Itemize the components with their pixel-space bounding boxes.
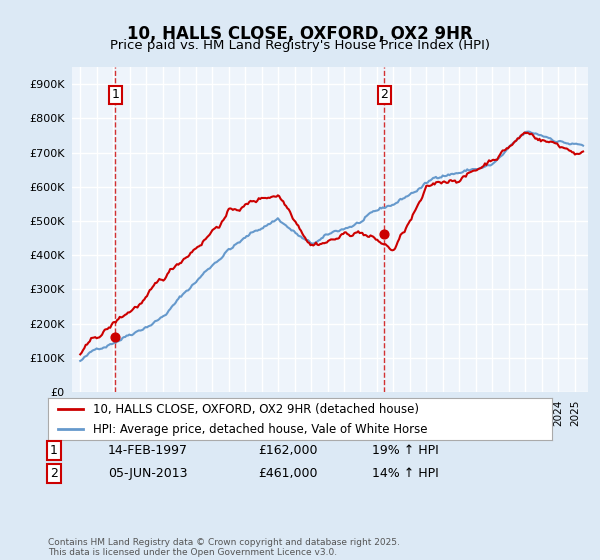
Text: 10, HALLS CLOSE, OXFORD, OX2 9HR: 10, HALLS CLOSE, OXFORD, OX2 9HR (127, 25, 473, 43)
Text: 2: 2 (50, 466, 58, 480)
Text: 05-JUN-2013: 05-JUN-2013 (108, 466, 187, 480)
Text: £162,000: £162,000 (258, 444, 317, 458)
Point (110, 332, 120, 341)
Text: Price paid vs. HM Land Registry's House Price Index (HPI): Price paid vs. HM Land Registry's House … (110, 39, 490, 52)
Point (379, 230, 389, 239)
Text: HPI: Average price, detached house, Vale of White Horse: HPI: Average price, detached house, Vale… (94, 423, 428, 436)
Text: £461,000: £461,000 (258, 466, 317, 480)
Text: 14% ↑ HPI: 14% ↑ HPI (372, 466, 439, 480)
Text: 1: 1 (111, 88, 119, 101)
Text: 19% ↑ HPI: 19% ↑ HPI (372, 444, 439, 458)
Text: 10, HALLS CLOSE, OXFORD, OX2 9HR (detached house): 10, HALLS CLOSE, OXFORD, OX2 9HR (detach… (94, 403, 419, 416)
Text: 1: 1 (50, 444, 58, 458)
Text: 14-FEB-1997: 14-FEB-1997 (108, 444, 188, 458)
Text: Contains HM Land Registry data © Crown copyright and database right 2025.
This d: Contains HM Land Registry data © Crown c… (48, 538, 400, 557)
Text: 2: 2 (380, 88, 388, 101)
